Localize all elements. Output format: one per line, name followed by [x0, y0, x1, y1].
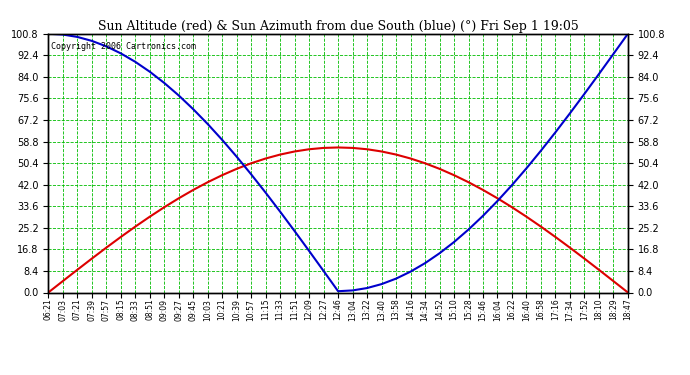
Title: Sun Altitude (red) & Sun Azimuth from due South (blue) (°) Fri Sep 1 19:05: Sun Altitude (red) & Sun Azimuth from du… [98, 20, 578, 33]
Text: Copyright 2006 Cartronics.com: Copyright 2006 Cartronics.com [51, 42, 196, 51]
